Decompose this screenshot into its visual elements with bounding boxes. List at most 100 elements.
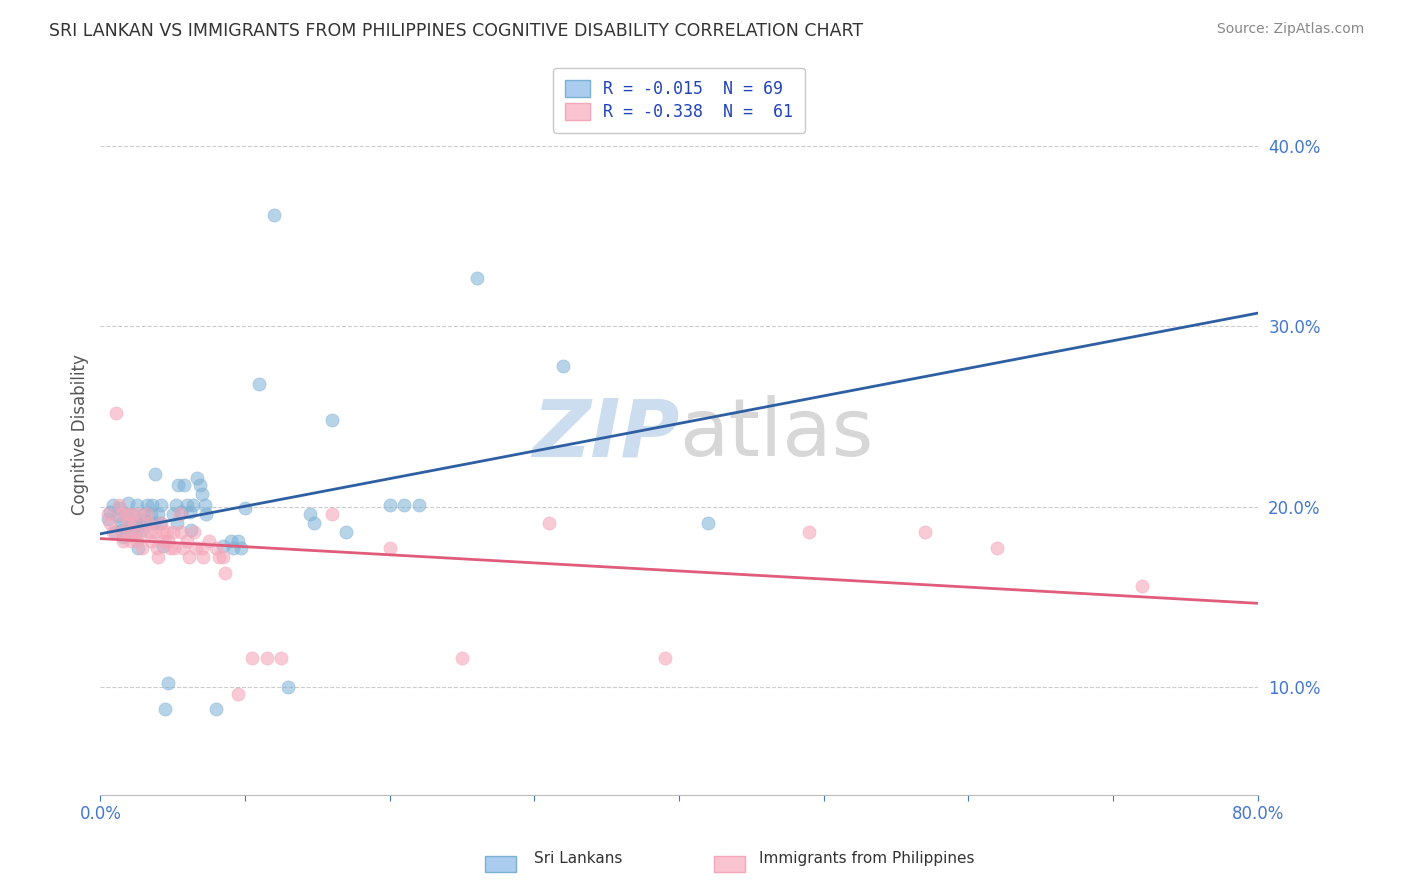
Point	[176, 498, 198, 512]
Point	[263, 208, 285, 222]
Point	[553, 359, 575, 373]
Point	[222, 541, 245, 555]
Text: Source: ZipAtlas.com: Source: ZipAtlas.com	[1216, 22, 1364, 37]
Point	[117, 496, 139, 510]
Point	[162, 507, 184, 521]
Point	[100, 505, 122, 519]
Point	[378, 498, 401, 512]
Point	[172, 541, 194, 555]
Point	[125, 498, 148, 512]
Point	[193, 498, 215, 512]
Point	[212, 539, 235, 553]
Point	[240, 651, 263, 665]
Point	[191, 550, 214, 565]
Point	[176, 533, 198, 548]
Point	[205, 701, 228, 715]
Point	[121, 507, 143, 521]
Point	[118, 519, 141, 533]
Point	[180, 523, 202, 537]
Point	[150, 498, 173, 512]
Point	[157, 676, 180, 690]
Point	[143, 467, 166, 482]
Point	[986, 541, 1008, 555]
Point	[321, 413, 343, 427]
Point	[139, 533, 162, 548]
Point	[697, 516, 720, 530]
Point	[105, 406, 128, 420]
Point	[120, 528, 142, 542]
Point	[408, 498, 430, 512]
Point	[451, 651, 474, 665]
Point	[190, 541, 212, 555]
Point	[654, 651, 676, 665]
Point	[108, 501, 131, 516]
Point	[153, 533, 176, 548]
Point	[226, 533, 249, 548]
Point	[127, 541, 149, 555]
Point	[108, 498, 131, 512]
Point	[112, 533, 135, 548]
Text: Sri Lankans: Sri Lankans	[534, 851, 623, 865]
Point	[152, 524, 174, 539]
Point	[194, 507, 217, 521]
Point	[181, 498, 204, 512]
Point	[233, 501, 256, 516]
Point	[125, 533, 148, 548]
Point	[163, 541, 186, 555]
Point	[304, 516, 326, 530]
Point	[249, 377, 271, 392]
Point	[142, 516, 165, 530]
Point	[1130, 579, 1153, 593]
Legend: R = -0.015  N = 69, R = -0.338  N =  61: R = -0.015 N = 69, R = -0.338 N = 61	[553, 68, 804, 133]
Point	[143, 524, 166, 539]
Point	[97, 512, 120, 526]
Point	[190, 487, 212, 501]
Y-axis label: Cognitive Disability: Cognitive Disability	[72, 354, 89, 515]
Point	[184, 541, 207, 555]
Point	[183, 524, 205, 539]
Point	[169, 507, 191, 521]
Point	[165, 498, 187, 512]
Point	[112, 530, 135, 544]
Point	[186, 471, 208, 485]
Point	[179, 505, 201, 519]
Point	[121, 507, 143, 521]
Point	[392, 498, 415, 512]
Point	[104, 524, 127, 539]
Point	[155, 701, 177, 715]
Point	[129, 512, 152, 526]
Point	[111, 524, 134, 539]
Point	[219, 533, 242, 548]
Point	[150, 516, 173, 530]
Text: ZIP: ZIP	[531, 395, 679, 474]
Text: atlas: atlas	[679, 395, 873, 474]
Point	[226, 687, 249, 701]
Point	[134, 514, 156, 528]
Point	[256, 651, 278, 665]
Point	[299, 507, 322, 521]
Point	[156, 524, 179, 539]
Point	[135, 498, 157, 512]
Point	[122, 516, 145, 530]
Point	[124, 524, 146, 539]
Point	[128, 517, 150, 532]
Point	[270, 651, 292, 665]
Point	[277, 680, 299, 694]
Point	[170, 505, 193, 519]
Point	[115, 507, 138, 521]
Point	[229, 541, 252, 555]
Point	[205, 541, 228, 555]
Point	[162, 524, 184, 539]
Point	[173, 478, 195, 492]
Point	[148, 507, 170, 521]
Point	[138, 524, 160, 539]
Point	[107, 508, 129, 523]
Point	[378, 541, 401, 555]
Point	[135, 507, 157, 521]
Point	[208, 550, 231, 565]
Point	[212, 550, 235, 565]
Point	[111, 523, 134, 537]
Text: SRI LANKAN VS IMMIGRANTS FROM PHILIPPINES COGNITIVE DISABILITY CORRELATION CHART: SRI LANKAN VS IMMIGRANTS FROM PHILIPPINE…	[49, 22, 863, 40]
Point	[159, 541, 181, 555]
Point	[115, 507, 138, 521]
